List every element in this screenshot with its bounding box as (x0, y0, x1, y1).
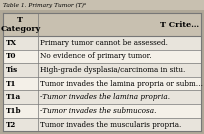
Bar (3, 50, 201, 63)
Text: T1b: T1b (6, 107, 21, 115)
Text: T
Category: T Category (0, 16, 40, 33)
Bar (3, 118, 201, 131)
Bar (3, 13, 201, 36)
Bar (3, 104, 201, 118)
Text: T0: T0 (6, 53, 16, 60)
Bar (3, 77, 201, 90)
Bar (3, 63, 201, 77)
Text: T Crite…: T Crite… (160, 21, 199, 29)
Text: Tumor invades the lamina propria or subm…: Tumor invades the lamina propria or subm… (40, 80, 203, 88)
Text: T1: T1 (6, 80, 16, 88)
Text: T2: T2 (6, 120, 16, 129)
Text: Tis: Tis (6, 66, 18, 74)
Text: -Tumor invades the lamina propria.: -Tumor invades the lamina propria. (40, 93, 170, 101)
Bar (0, 0, 204, 10)
Text: Tumor invades the muscularis propria.: Tumor invades the muscularis propria. (40, 120, 181, 129)
Bar (3, 90, 201, 104)
Text: Primary tumor cannot be assessed.: Primary tumor cannot be assessed. (40, 39, 168, 47)
Bar (3, 36, 201, 50)
Text: High-grade dysplasia/carcinoma in situ.: High-grade dysplasia/carcinoma in situ. (40, 66, 185, 74)
Text: T1a: T1a (6, 93, 21, 101)
Text: TX: TX (6, 39, 17, 47)
Text: Table 1. Primary Tumor (T)ᵃ: Table 1. Primary Tumor (T)ᵃ (3, 2, 86, 8)
Text: -Tumor invades the submucosa.: -Tumor invades the submucosa. (40, 107, 156, 115)
Text: No evidence of primary tumor.: No evidence of primary tumor. (40, 53, 152, 60)
